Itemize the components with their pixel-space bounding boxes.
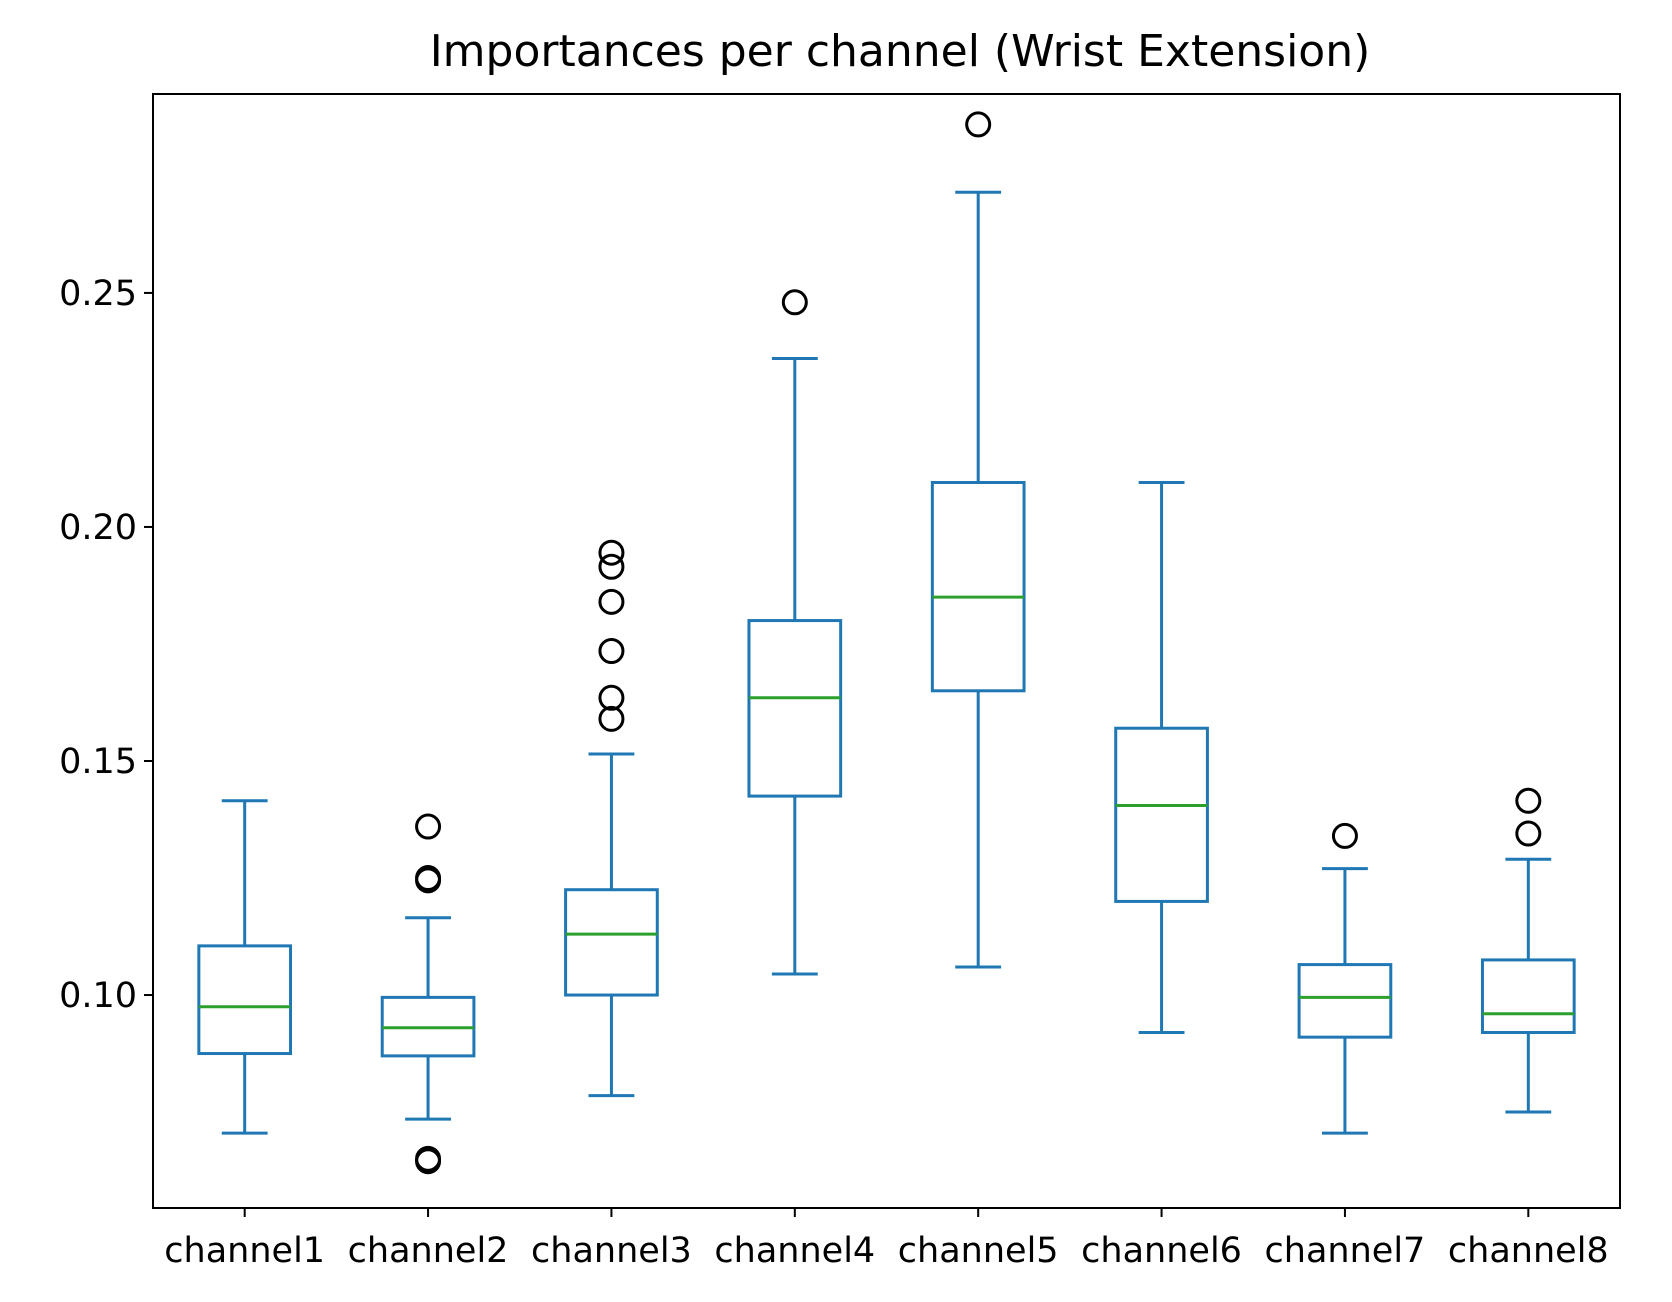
x-tick-label: channel6 — [1081, 1231, 1242, 1271]
chart-title: Importances per channel (Wrist Extension… — [430, 26, 1371, 77]
x-tick-label: channel1 — [164, 1231, 325, 1271]
x-tick-label: channel2 — [348, 1231, 509, 1271]
outlier-point — [415, 867, 442, 894]
box — [564, 888, 659, 997]
plot-area-frame — [152, 93, 1621, 1209]
box — [1480, 958, 1576, 1034]
outlier-point — [1515, 820, 1542, 847]
outlier-point — [415, 813, 442, 840]
box — [1297, 963, 1393, 1039]
outlier-point — [598, 638, 625, 664]
box — [197, 944, 293, 1056]
box-group-channel2 — [380, 813, 476, 1175]
box — [747, 619, 843, 798]
outlier-point — [598, 539, 625, 566]
box-group-channel5 — [930, 111, 1026, 969]
box-group-channel8 — [1480, 787, 1576, 1114]
outlier-point — [598, 705, 625, 732]
x-tick-label: channel5 — [898, 1231, 1059, 1271]
outlier-point — [598, 553, 625, 580]
x-tick-label: channel4 — [714, 1231, 875, 1271]
box-group-channel4 — [747, 289, 843, 976]
box-group-channel6 — [1114, 480, 1209, 1034]
x-tick-label: channel7 — [1265, 1231, 1426, 1271]
plot-marks: 0.10 0.15 0.20 0.25 channel1 channel2 channel3… — [59, 111, 1609, 1271]
outlier-point — [598, 684, 625, 711]
y-tick-label: 0.20 — [59, 508, 137, 548]
box-group-channel3 — [564, 539, 659, 1098]
box — [1114, 726, 1209, 903]
y-tick-label: 0.10 — [59, 976, 137, 1016]
y-tick-label: 0.25 — [59, 274, 137, 314]
y-tick-label: 0.15 — [59, 742, 137, 782]
box-group-channel7 — [1297, 822, 1393, 1135]
outlier-point — [1515, 787, 1542, 814]
x-tick-label: channel8 — [1448, 1231, 1609, 1271]
x-tick-label: channel3 — [531, 1231, 692, 1271]
outlier-point — [598, 588, 625, 615]
box — [930, 480, 1026, 693]
outlier-point — [781, 289, 808, 316]
box-group-channel1 — [197, 799, 293, 1135]
outlier-point — [965, 111, 992, 138]
outlier-point — [415, 1148, 442, 1175]
outlier-point — [1331, 822, 1358, 849]
